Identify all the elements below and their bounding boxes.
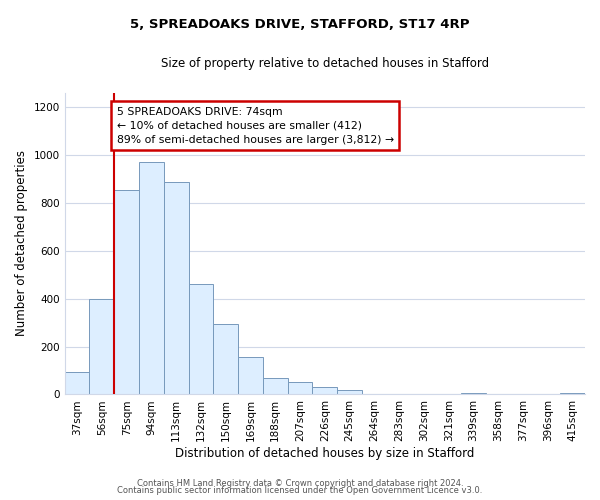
Bar bbox=[114, 190, 139, 394]
Bar bbox=[238, 358, 263, 395]
Bar bbox=[188, 284, 214, 395]
Title: Size of property relative to detached houses in Stafford: Size of property relative to detached ho… bbox=[161, 58, 489, 70]
Text: 5, SPREADOAKS DRIVE, STAFFORD, ST17 4RP: 5, SPREADOAKS DRIVE, STAFFORD, ST17 4RP bbox=[130, 18, 470, 30]
Bar bbox=[263, 378, 287, 394]
Text: 5 SPREADOAKS DRIVE: 74sqm
← 10% of detached houses are smaller (412)
89% of semi: 5 SPREADOAKS DRIVE: 74sqm ← 10% of detac… bbox=[117, 107, 394, 145]
Bar bbox=[313, 387, 337, 394]
Text: Contains HM Land Registry data © Crown copyright and database right 2024.: Contains HM Land Registry data © Crown c… bbox=[137, 478, 463, 488]
Bar bbox=[214, 324, 238, 394]
Bar bbox=[287, 382, 313, 394]
Bar bbox=[139, 162, 164, 394]
Bar bbox=[164, 182, 188, 394]
Y-axis label: Number of detached properties: Number of detached properties bbox=[15, 150, 28, 336]
Bar bbox=[89, 298, 114, 394]
Bar bbox=[337, 390, 362, 394]
X-axis label: Distribution of detached houses by size in Stafford: Distribution of detached houses by size … bbox=[175, 447, 475, 460]
Text: Contains public sector information licensed under the Open Government Licence v3: Contains public sector information licen… bbox=[118, 486, 482, 495]
Bar bbox=[461, 392, 486, 394]
Bar bbox=[560, 392, 585, 394]
Bar bbox=[65, 372, 89, 394]
